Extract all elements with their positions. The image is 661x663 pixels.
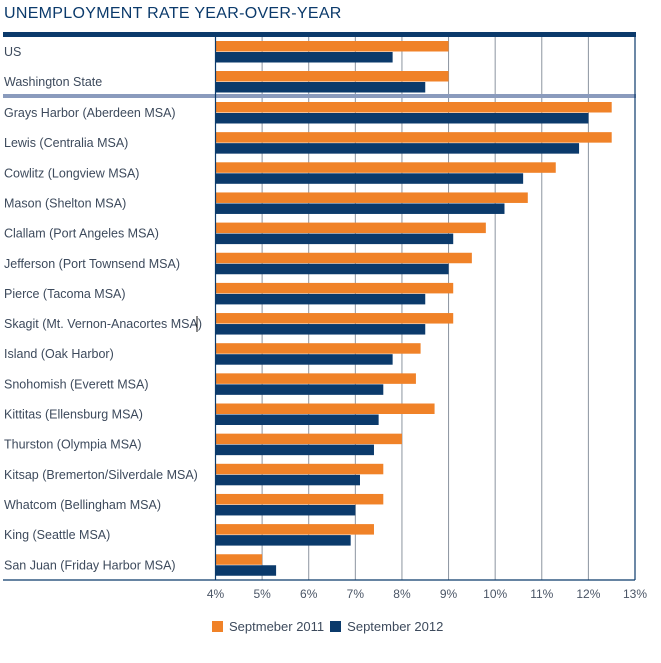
category-label: Island (Oak Harbor): [4, 347, 114, 361]
category-label: US: [4, 45, 21, 59]
bar-2011: [215, 524, 374, 535]
bar-2012: [215, 113, 589, 124]
bar-2011: [215, 71, 449, 82]
chart-title: UNEMPLOYMENT RATE YEAR-OVER-YEAR: [4, 5, 342, 22]
bar-2012: [215, 414, 379, 425]
x-tick-label: 10%: [483, 587, 507, 601]
bar-2012: [215, 444, 374, 456]
bar-2011: [215, 222, 486, 234]
x-tick-label: 12%: [576, 587, 600, 601]
bar-2012: [215, 535, 351, 546]
group-separator: [3, 94, 636, 98]
bar-2011: [215, 132, 612, 143]
x-tick-label: 6%: [300, 587, 318, 601]
category-label: Skagit (Mt. Vernon-Anacortes MSA): [4, 317, 202, 331]
bar-2012: [215, 173, 524, 184]
category-label: Mason (Shelton MSA): [4, 196, 126, 210]
category-label: Clallam (Port Angeles MSA): [4, 227, 159, 241]
legend-label-2012: September 2012: [347, 619, 444, 634]
bar-2011: [215, 403, 435, 414]
bar-2012: [215, 52, 393, 63]
category-label: King (Seattle MSA): [4, 528, 110, 542]
x-tick-label: 13%: [623, 587, 647, 601]
chart-frame: [3, 32, 636, 581]
bar-2011: [215, 252, 472, 264]
bar-2012: [215, 263, 449, 275]
bar-2012: [215, 474, 360, 486]
x-axis-ticks: 4% 5% 6% 7% 8% 9% 10% 11% 12% 13%: [207, 587, 648, 601]
bar-2011: [215, 554, 263, 565]
category-label: Whatcom (Bellingham MSA): [4, 498, 161, 512]
category-label: Snohomish (Everett MSA): [4, 377, 149, 391]
bar-2011: [215, 343, 421, 354]
category-label: Cowlitz (Longview MSA): [4, 166, 139, 180]
x-tick-label: 7%: [347, 587, 365, 601]
bars: [215, 41, 612, 576]
bar-2011: [215, 192, 528, 203]
bar-2012: [215, 565, 277, 576]
bar-2011: [215, 463, 384, 475]
category-label: San Juan (Friday Harbor MSA): [4, 558, 176, 572]
bar-2012: [215, 504, 356, 516]
legend-swatch-2011: [212, 621, 223, 632]
legend-label-2011: Septmeber 2011: [229, 619, 325, 634]
bar-2011: [215, 41, 449, 52]
category-label: Kittitas (Ellensburg MSA): [4, 408, 143, 422]
category-label: Pierce (Tacoma MSA): [4, 287, 126, 301]
bar-2012: [215, 354, 393, 365]
x-tick-label: 9%: [440, 587, 458, 601]
bar-2011: [215, 433, 402, 445]
bar-2012: [215, 233, 454, 245]
bar-2011: [215, 313, 454, 324]
bar-2012: [215, 384, 384, 395]
bar-2012: [215, 143, 580, 154]
legend: Septmeber 2011 September 2012: [212, 619, 449, 634]
category-label: Thurston (Olympia MSA): [4, 438, 142, 452]
bar-2011: [215, 282, 454, 294]
category-label: Jefferson (Port Townsend MSA): [4, 257, 180, 271]
top-frame-bar: [3, 32, 636, 37]
bar-2012: [215, 82, 426, 93]
x-tick-label: 4%: [207, 587, 225, 601]
bar-2011: [215, 162, 556, 173]
x-tick-label: 11%: [530, 587, 553, 601]
category-label: Kitsap (Bremerton/Silverdale MSA): [4, 468, 198, 482]
category-label: Grays Harbor (Aberdeen MSA): [4, 106, 176, 120]
bar-2011: [215, 102, 612, 113]
legend-swatch-2012: [330, 621, 342, 632]
x-tick-label: 8%: [393, 587, 411, 601]
category-label: Washington State: [4, 75, 102, 89]
bar-2012: [215, 203, 505, 214]
bar-2012: [215, 324, 426, 335]
bar-2011: [215, 373, 416, 384]
gridlines: [261, 37, 589, 580]
legend-item-2012: September 2012: [330, 619, 443, 634]
category-labels: US Washington State Grays Harbor (Aberdeen…: [4, 45, 202, 572]
category-label: Lewis (Centralia MSA): [4, 136, 128, 150]
legend-item-2011: Septmeber 2011: [212, 619, 324, 634]
bar-2011: [215, 493, 384, 505]
bar-2012: [215, 293, 426, 305]
x-tick-label: 5%: [253, 587, 271, 601]
